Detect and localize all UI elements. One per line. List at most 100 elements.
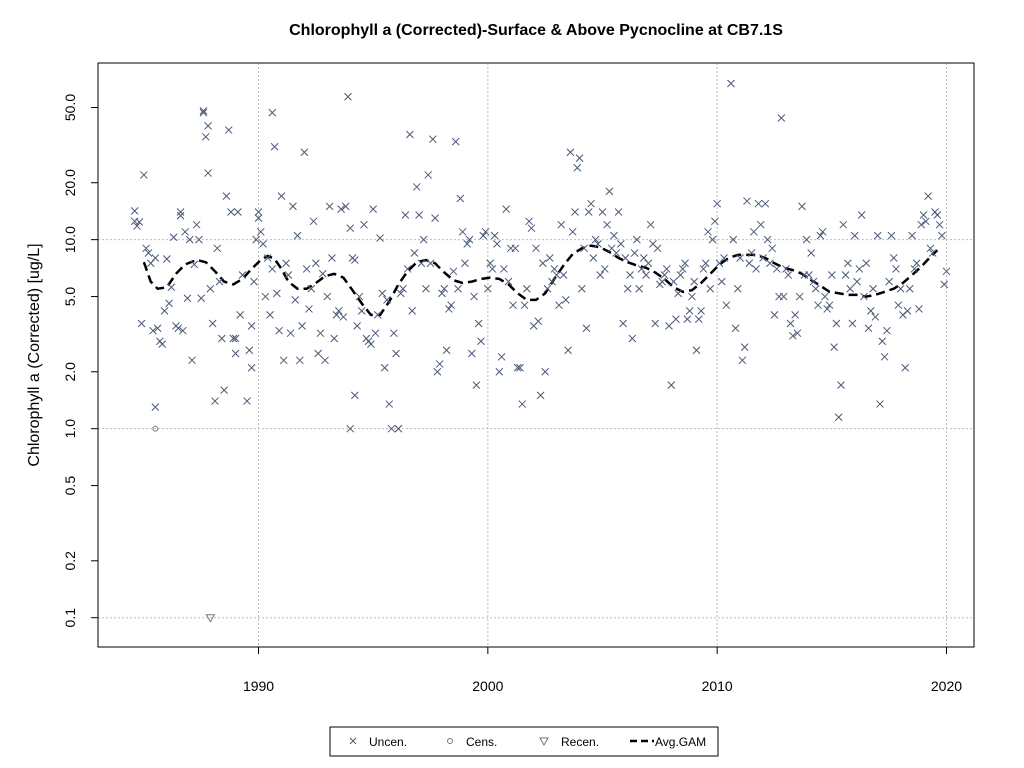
uncensored-point xyxy=(183,294,192,303)
uncensored-point xyxy=(373,311,382,319)
uncensored-point xyxy=(935,220,944,229)
uncensored-point xyxy=(305,305,313,313)
uncensored-point xyxy=(415,211,423,219)
uncensored-point xyxy=(438,289,446,298)
uncensored-point xyxy=(488,265,497,273)
uncensored-point xyxy=(224,126,233,134)
uncensored-point xyxy=(727,79,735,88)
uncensored-point xyxy=(403,265,412,273)
uncensored-point xyxy=(582,324,591,333)
uncensored-point xyxy=(192,220,201,229)
uncensored-point xyxy=(176,211,185,220)
uncensored-point xyxy=(268,108,277,117)
uncensored-point xyxy=(470,292,478,301)
uncensored-point xyxy=(795,292,804,301)
uncensored-point xyxy=(236,311,245,319)
uncensored-point xyxy=(841,271,850,279)
uncensored-point xyxy=(419,235,428,244)
uncensored-point xyxy=(417,259,426,268)
uncensored-point xyxy=(247,363,256,372)
uncensored-point xyxy=(178,326,187,335)
uncensored-point xyxy=(823,305,832,313)
uncensored-point xyxy=(199,108,208,117)
uncensored-point xyxy=(339,313,348,321)
uncensored-point xyxy=(681,259,689,268)
uncensored-point xyxy=(474,319,483,328)
uncensored-point xyxy=(149,326,157,335)
uncensored-point xyxy=(144,249,153,257)
uncensored-point xyxy=(479,231,488,240)
uncensored-point xyxy=(318,269,327,278)
uncensored-point xyxy=(921,217,930,226)
uncensored-point xyxy=(493,240,501,248)
uncensored-point xyxy=(383,296,391,304)
uncensored-point xyxy=(942,267,951,276)
uncensored-point xyxy=(502,205,511,214)
uncensored-point xyxy=(665,321,673,330)
uncensored-point xyxy=(215,277,224,286)
uncensored-point xyxy=(738,356,747,365)
uncensored-point xyxy=(220,386,228,394)
uncensored-point xyxy=(630,249,639,257)
uncensored-point xyxy=(445,305,453,313)
uncensored-point xyxy=(722,301,731,310)
uncensored-point xyxy=(410,249,419,257)
uncensored-point xyxy=(525,217,533,226)
uncensored-point xyxy=(392,349,400,358)
y-tick-label: 20.0 xyxy=(62,169,78,196)
uncensored-point xyxy=(747,249,756,257)
uncensored-point xyxy=(598,208,607,216)
uncensored-point xyxy=(772,265,781,273)
uncensored-point xyxy=(809,277,818,286)
uncensored-point xyxy=(328,254,336,262)
uncensored-point xyxy=(513,363,522,372)
uncensored-point xyxy=(151,254,160,262)
uncensored-point xyxy=(158,340,167,349)
uncensored-point xyxy=(371,329,380,338)
uncensored-point xyxy=(477,337,485,346)
uncensored-point xyxy=(376,234,384,242)
uncensored-point xyxy=(610,231,618,240)
uncensored-point xyxy=(564,346,572,355)
uncensored-point xyxy=(676,271,685,279)
uncensored-point xyxy=(786,319,795,328)
uncensored-point xyxy=(256,227,265,236)
uncensored-point xyxy=(146,259,155,268)
uncensored-point xyxy=(321,356,329,365)
uncensored-point xyxy=(701,259,710,268)
uncensored-point xyxy=(623,284,632,293)
uncensored-point xyxy=(873,231,882,240)
uncensored-point xyxy=(550,265,559,273)
uncensored-point xyxy=(889,254,898,262)
uncensored-point xyxy=(385,400,394,408)
uncensored-point xyxy=(282,259,290,268)
uncensored-point xyxy=(699,265,708,273)
uncensored-point xyxy=(616,240,625,248)
uncensored-point xyxy=(534,317,543,326)
grid-layer xyxy=(98,63,974,647)
uncensored-point xyxy=(678,265,687,273)
uncensored-point xyxy=(837,381,845,389)
uncensored-point xyxy=(190,260,199,269)
uncensored-point xyxy=(811,284,820,293)
uncensored-point xyxy=(532,244,540,253)
uncensored-point xyxy=(555,301,563,310)
uncensored-point xyxy=(848,319,857,328)
uncensored-point xyxy=(133,222,141,230)
uncensored-point xyxy=(302,265,311,273)
legend: Uncen. Cens. Recen. Avg.GAM xyxy=(329,726,719,757)
uncensored-point xyxy=(243,397,251,405)
legend-gam-label: Avg.GAM xyxy=(655,735,706,749)
uncensored-point xyxy=(619,319,627,328)
uncensored-point xyxy=(389,329,398,338)
uncensored-point xyxy=(885,277,894,286)
uncensored-point xyxy=(580,244,589,253)
uncensored-point xyxy=(605,187,614,196)
uncensored-point xyxy=(169,233,178,242)
uncensored-point xyxy=(548,277,556,286)
x-tick-label: 2010 xyxy=(702,678,733,694)
uncensored-point xyxy=(422,284,430,293)
uncensored-point xyxy=(369,205,378,214)
uncensored-point xyxy=(454,284,462,293)
uncensored-point xyxy=(683,315,692,323)
